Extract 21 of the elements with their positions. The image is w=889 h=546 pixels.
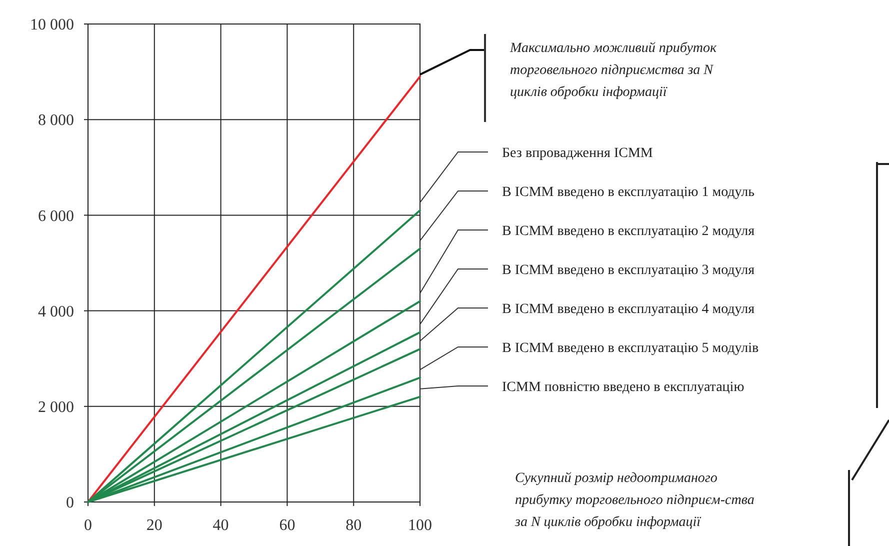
x-tick-label: 100 (408, 517, 432, 534)
y-tick-label: 10 000 (30, 16, 74, 34)
text: В ІСММ введено в експлуатацію 2 модуля (502, 224, 756, 239)
x-tick-label: 60 (279, 517, 296, 534)
y-tick-label: 0 (66, 494, 74, 512)
x-tick-label: 80 (346, 517, 362, 534)
y-tick-label: 4 000 (38, 303, 74, 320)
y-tick-label: 6 000 (38, 208, 74, 225)
y-tick-label: 2 000 (38, 399, 74, 416)
text: В ІСММ введено в експлуатацію 5 модулів (502, 341, 760, 356)
text: ІСММ повністю введено в експлуатацію (502, 380, 744, 395)
text: В ІСММ введено в експлуатацію 1 модуль (502, 185, 755, 200)
x-tick-label: 0 (84, 517, 92, 534)
y-tick-label: 8 000 (38, 112, 74, 130)
text: В ІСММ введено в експлуатацію 3 модуля (502, 263, 756, 278)
text: В ІСММ введено в експлуатацію 4 модуля (502, 302, 756, 317)
text: Сукупний розмір недоотриманого прибутку торговельного підприєм-ства за N циклів обробки інформації (514, 471, 754, 530)
x-tick-label: 20 (146, 517, 162, 534)
text: Без впровадження ІСММ (502, 146, 654, 161)
text: Максимально можливий прибуток торговельного підприємства за N циклів обробки інформації (509, 41, 718, 100)
x-tick-label: 40 (212, 517, 229, 534)
